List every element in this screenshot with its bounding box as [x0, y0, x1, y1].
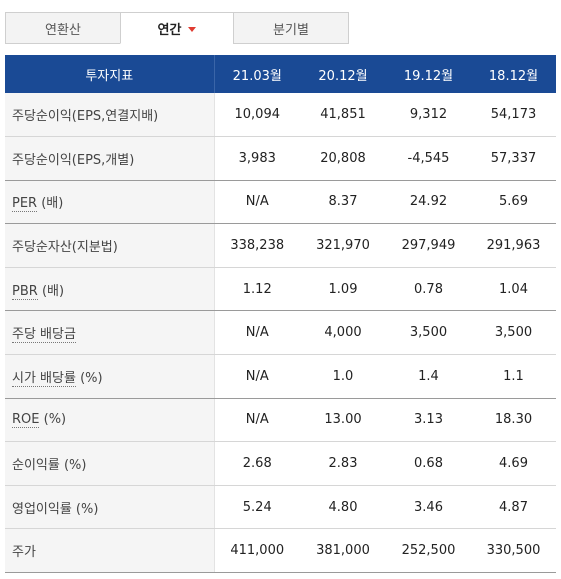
tab-annual-label: 연간 — [157, 22, 182, 38]
table-row: 주당 배당금 N/A 4,000 3,500 3,500 — [5, 310, 556, 356]
header-period-4: 18.12월 — [488, 68, 539, 84]
cell: 24.92 — [386, 180, 471, 225]
row-unit: (%) — [80, 370, 103, 386]
cell: N/A — [214, 180, 300, 225]
cell: N/A — [214, 310, 300, 356]
cell: 2.68 — [214, 441, 300, 486]
roe-term-link[interactable]: ROE — [12, 412, 40, 429]
cell: 41,851 — [300, 93, 386, 138]
cell: 18.30 — [471, 398, 556, 443]
cell: 20,808 — [300, 136, 386, 181]
cell: 1.12 — [214, 267, 300, 312]
investment-indicators-table: 투자지표 21.03월 20.12월 19.12월 18.12월 주당순이익(E… — [5, 55, 556, 574]
cell: 57,337 — [471, 136, 556, 181]
pbr-term-link[interactable]: PBR — [12, 283, 38, 300]
cell: 8.37 — [300, 180, 386, 225]
table-row: PER (배) N/A 8.37 24.92 5.69 — [5, 180, 556, 225]
cell: 381,000 — [300, 528, 386, 574]
cell: 338,238 — [214, 223, 300, 268]
cell: 252,500 — [386, 528, 471, 574]
row-label: 주당순이익(EPS,연결지배) — [5, 93, 215, 138]
table-row: 주당순자산(지분법) 338,238 321,970 297,949 291,9… — [5, 223, 556, 268]
table-row: ROE (%) N/A 13.00 3.13 18.30 — [5, 398, 556, 443]
caret-down-icon — [188, 26, 197, 32]
cell: 5.69 — [471, 180, 556, 225]
cell: 3,500 — [471, 310, 556, 356]
cell: 4.87 — [471, 485, 556, 530]
cell: 3.13 — [386, 398, 471, 443]
table-row: PBR (배) 1.12 1.09 0.78 1.04 — [5, 267, 556, 312]
cell: 4,000 — [300, 310, 386, 356]
cell: 291,963 — [471, 223, 556, 268]
cell: N/A — [214, 398, 300, 443]
cell: 1.1 — [471, 354, 556, 399]
cell: 3,500 — [386, 310, 471, 356]
table-row: 주가 411,000 381,000 252,500 330,500 — [5, 528, 556, 574]
cell: -4,545 — [386, 136, 471, 181]
cell: 330,500 — [471, 528, 556, 574]
cell: 4.80 — [300, 485, 386, 530]
cell: 54,173 — [471, 93, 556, 138]
tab-quarterly-label: 분기별 — [273, 22, 309, 38]
cell: 0.68 — [386, 441, 471, 486]
cell: 5.24 — [214, 485, 300, 530]
dividend-term-link[interactable]: 주당 배당금 — [12, 327, 76, 344]
row-label: ROE (%) — [5, 398, 215, 443]
row-unit: (%) — [43, 412, 67, 428]
tab-annualized-label: 연환산 — [45, 22, 81, 38]
row-unit: (배) — [41, 196, 64, 212]
cell: 13.00 — [300, 398, 386, 443]
cell: 1.4 — [386, 354, 471, 399]
header-period-2: 20.12월 — [318, 68, 368, 84]
period-tabs: 연환산 연간 분기별 — [5, 12, 349, 44]
tab-quarterly[interactable]: 분기별 — [233, 12, 349, 44]
cell: 1.0 — [300, 354, 386, 399]
cell: 1.09 — [300, 267, 386, 312]
row-label: PBR (배) — [5, 267, 215, 312]
row-label: 주당순이익(EPS,개별) — [5, 136, 215, 181]
row-label: 주당순자산(지분법) — [5, 223, 215, 268]
row-label: PER (배) — [5, 180, 215, 225]
cell: 321,970 — [300, 223, 386, 268]
cell: 9,312 — [386, 93, 471, 138]
cell: N/A — [214, 354, 300, 399]
table-row: 시가 배당률 (%) N/A 1.0 1.4 1.1 — [5, 354, 556, 399]
cell: 297,949 — [386, 223, 471, 268]
cell: 0.78 — [386, 267, 471, 312]
cell: 411,000 — [214, 528, 300, 574]
table-row: 영업이익률 (%) 5.24 4.80 3.46 4.87 — [5, 485, 556, 530]
cell: 1.04 — [471, 267, 556, 312]
row-unit: (배) — [41, 283, 65, 299]
dividend-yield-term-link[interactable]: 시가 배당률 — [12, 370, 76, 387]
row-label: 주당 배당금 — [5, 310, 215, 356]
cell: 3,983 — [214, 136, 300, 181]
cell: 4.69 — [471, 441, 556, 486]
cell: 10,094 — [214, 93, 300, 138]
row-label: 주가 — [5, 528, 215, 574]
row-label: 시가 배당률 (%) — [5, 354, 215, 399]
tab-annualized[interactable]: 연환산 — [5, 12, 121, 44]
table-row: 순이익률 (%) 2.68 2.83 0.68 4.69 — [5, 441, 556, 486]
row-label: 영업이익률 (%) — [5, 485, 215, 530]
header-period-3: 19.12월 — [403, 68, 454, 84]
table-header-row: 투자지표 21.03월 20.12월 19.12월 18.12월 — [5, 55, 556, 93]
table-row: 주당순이익(EPS,연결지배) 10,094 41,851 9,312 54,1… — [5, 93, 556, 138]
row-label: 순이익률 (%) — [5, 441, 215, 486]
header-period-1: 21.03월 — [232, 68, 282, 84]
header-indicator: 투자지표 — [5, 55, 215, 93]
per-term-link[interactable]: PER — [12, 196, 38, 213]
tab-annual[interactable]: 연간 — [120, 12, 234, 44]
cell: 3.46 — [386, 485, 471, 530]
cell: 2.83 — [300, 441, 386, 486]
table-row: 주당순이익(EPS,개별) 3,983 20,808 -4,545 57,337 — [5, 136, 556, 181]
